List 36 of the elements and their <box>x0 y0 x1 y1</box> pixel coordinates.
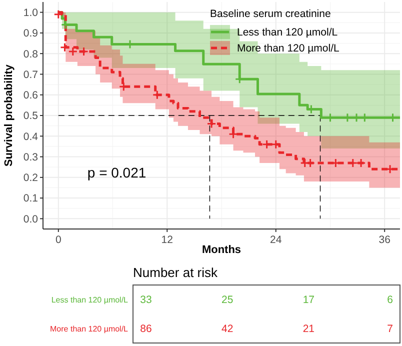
legend-label: Less than 120 µmol/L <box>237 26 338 39</box>
x-tick-label: 36 <box>378 234 391 246</box>
x-axis-title: Months <box>202 244 242 256</box>
point <box>306 158 316 168</box>
x-tick-label: 24 <box>270 234 282 246</box>
y-axis-title: Survival probability <box>3 64 15 167</box>
y-tick-label: 1.0 <box>23 6 38 19</box>
text: 42 <box>221 323 234 336</box>
y-tick-label: 0.2 <box>23 172 38 184</box>
y-tick-label: 0.7 <box>23 68 38 81</box>
y-tick-label: 0.6 <box>23 90 38 102</box>
text: 33 <box>140 294 152 306</box>
y-tick-label: 0.5 <box>23 110 38 122</box>
point <box>54 10 64 20</box>
text: Number at risk <box>133 265 218 280</box>
y-tick-label: 0.8 <box>23 48 38 60</box>
legend-title: Baseline serum creatinine <box>210 8 331 20</box>
y-tick-label: 0.4 <box>23 130 38 143</box>
text: More than 120 µmol/L <box>50 324 129 334</box>
point <box>68 46 78 56</box>
legend-label: More than 120 µmol/L <box>237 42 340 55</box>
y-tick-label: 0.9 <box>23 28 38 40</box>
point <box>356 158 366 168</box>
y-tick-label: 0.1 <box>23 192 38 205</box>
y-tick-label: 0.3 <box>23 151 38 164</box>
annotation: p = 0.021 <box>87 164 146 180</box>
text: 86 <box>140 323 152 336</box>
x-tick-label: 12 <box>161 234 174 246</box>
text: 7 <box>387 323 394 336</box>
text: 6 <box>387 294 394 306</box>
text: Less than 120 µmol/L <box>51 295 129 304</box>
text: 17 <box>302 294 315 306</box>
text: 21 <box>302 323 315 336</box>
x-tick-label: 0 <box>55 234 62 246</box>
text: 25 <box>221 294 234 306</box>
y-tick-label: 0.0 <box>23 213 38 226</box>
